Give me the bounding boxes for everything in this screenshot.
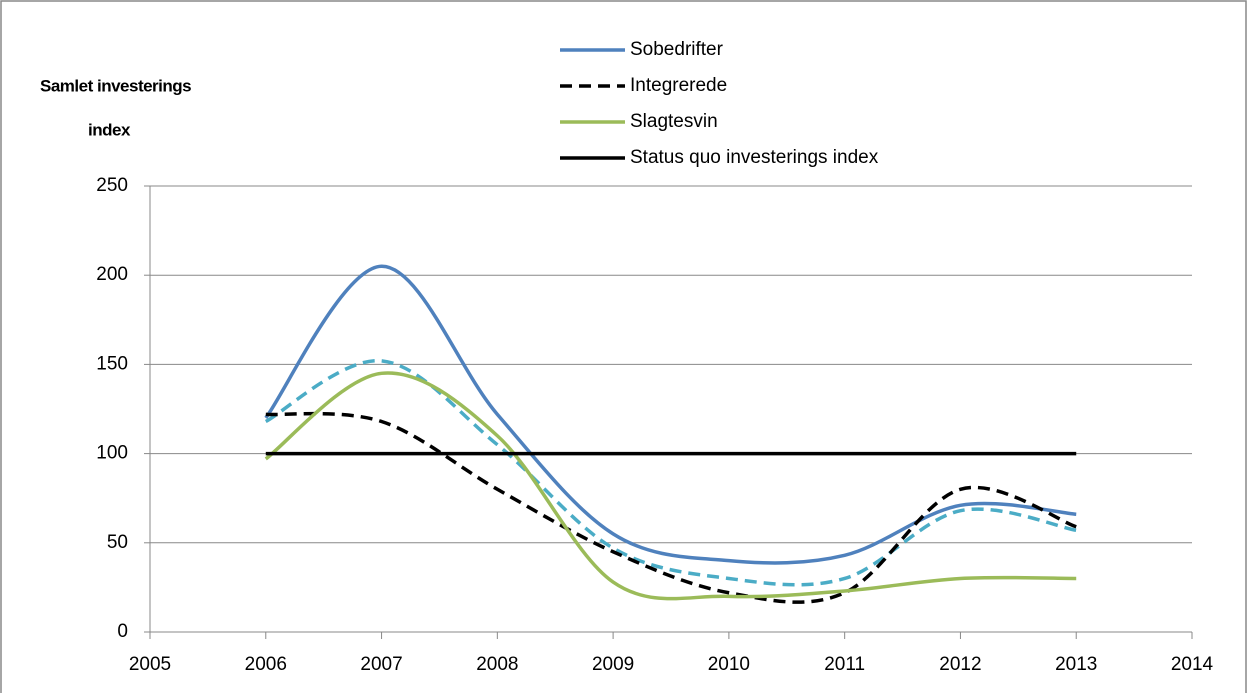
y-tick-label: 200: [96, 264, 128, 285]
x-tick-label: 2011: [824, 654, 865, 675]
y-axis-title: Samlet investerings: [40, 76, 191, 95]
x-tick-label: 2009: [592, 654, 634, 675]
y-tick-label: 250: [96, 175, 128, 196]
series-line: [265, 411, 1077, 604]
y-tick-label: 50: [107, 532, 128, 553]
series-line: [264, 359, 1077, 587]
x-tick-label: 2007: [360, 654, 402, 675]
legend-label: Sobedrifter: [630, 39, 724, 60]
x-tick-label: 2008: [476, 654, 518, 675]
y-tick-label: 150: [96, 353, 128, 374]
x-tick-label: 2006: [245, 654, 287, 675]
legend-label: Slagtesvin: [630, 111, 718, 132]
legend-label: Status quo investerings index: [630, 147, 879, 168]
legend-label: Integrerede: [630, 75, 727, 96]
x-tick-label: 2014: [1171, 654, 1214, 675]
x-tick-label: 2005: [129, 654, 171, 675]
y-tick-label: 100: [96, 443, 128, 464]
series-line: [264, 264, 1077, 565]
x-tick-label: 2010: [708, 654, 750, 675]
series-line: [264, 371, 1077, 601]
y-tick-label: 0: [117, 621, 128, 642]
x-tick-label: 2012: [939, 654, 981, 675]
x-tick-label: 2013: [1055, 654, 1097, 675]
y-axis-title: index: [88, 120, 131, 139]
